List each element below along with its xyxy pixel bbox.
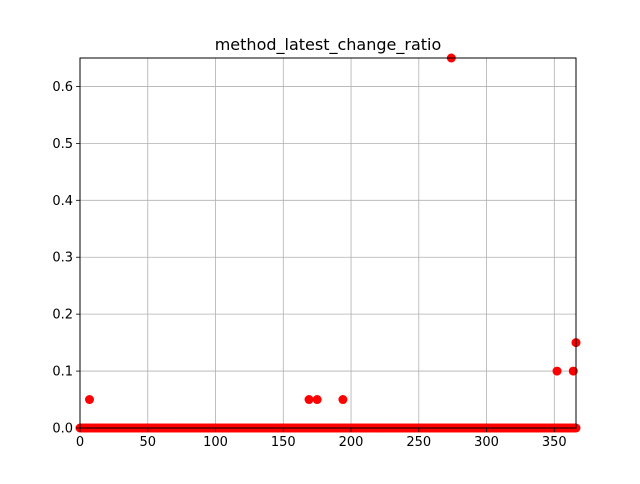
x-tick-label: 100 (203, 435, 228, 450)
data-point (84, 395, 94, 405)
x-axis: 0 50 100 150 200 250 300 350 (76, 428, 567, 450)
y-tick-label: 0.6 (52, 80, 73, 95)
chart-title: method_latest_change_ratio (215, 35, 442, 55)
x-tick-label: 0 (76, 435, 84, 450)
y-tick-label: 0.0 (52, 422, 73, 437)
x-tick-label: 300 (474, 435, 499, 450)
y-tick-label: 0.1 (52, 365, 73, 380)
x-tick-label: 250 (406, 435, 431, 450)
data-point (338, 395, 348, 405)
x-tick-label: 150 (271, 435, 296, 450)
data-point (312, 395, 322, 405)
y-tick-label: 0.4 (52, 194, 73, 209)
data-point (552, 366, 562, 376)
data-point (304, 395, 314, 405)
x-tick-label: 350 (542, 435, 567, 450)
y-axis: 0.0 0.1 0.2 0.3 0.4 0.5 0.6 (52, 80, 80, 437)
y-tick-label: 0.5 (52, 137, 73, 152)
y-tick-label: 0.2 (52, 308, 73, 323)
x-tick-label: 200 (339, 435, 364, 450)
x-tick-label: 50 (139, 435, 156, 450)
plot-area-frame (79, 57, 577, 429)
grid-lines (79, 58, 576, 429)
y-tick-label: 0.3 (52, 251, 73, 266)
